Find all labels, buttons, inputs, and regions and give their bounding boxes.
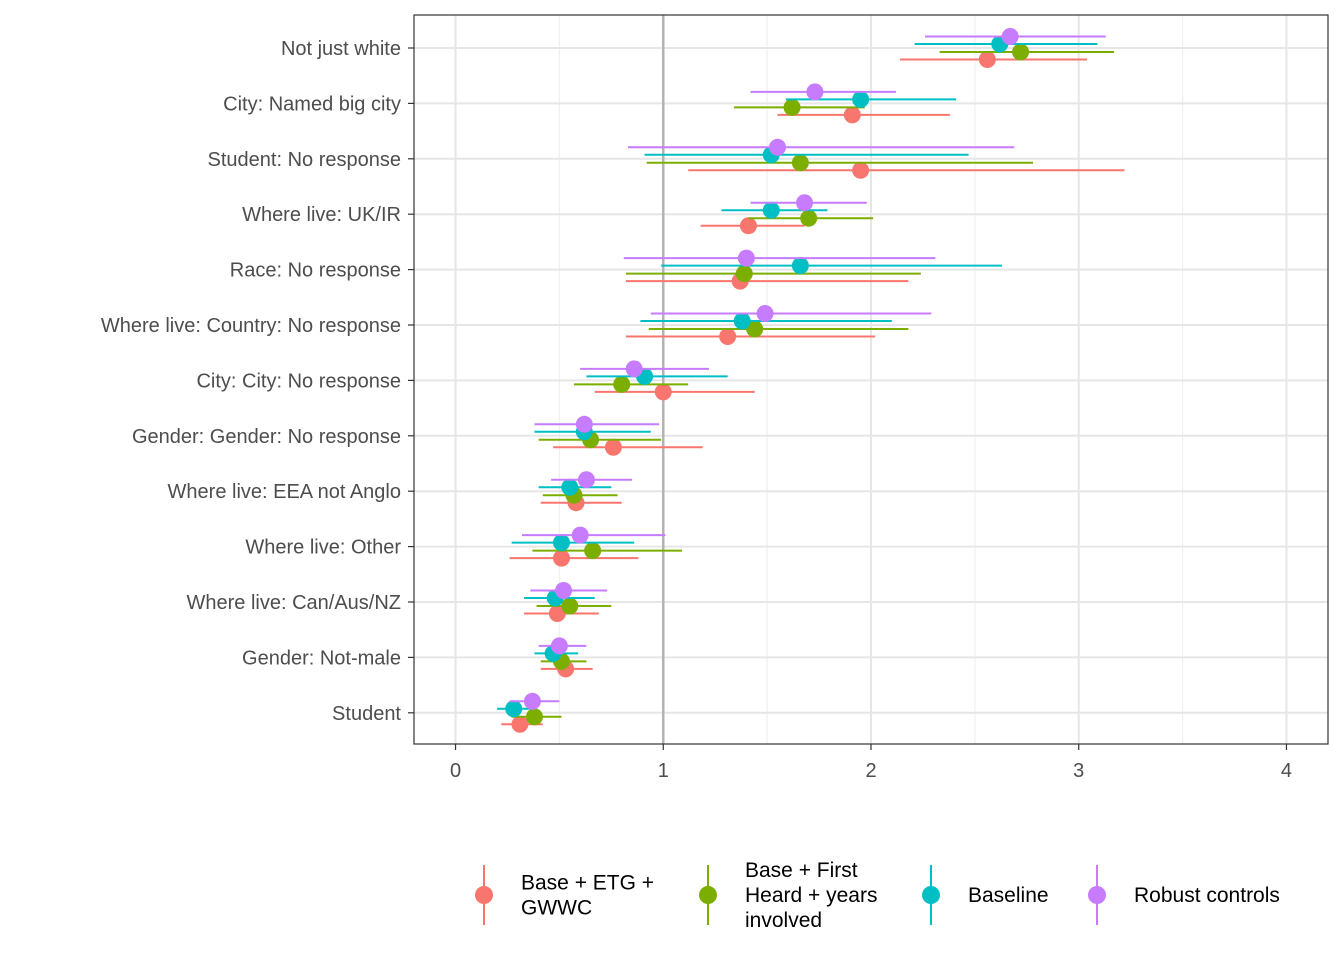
point-estimate [843, 106, 861, 124]
legend-item: Baseline [922, 865, 1049, 925]
point-estimate [806, 83, 824, 101]
y-tick-label: Where live: Can/Aus/NZ [186, 592, 401, 614]
point-estimate [523, 692, 541, 710]
point-estimate [505, 700, 523, 718]
legend-key-point [475, 886, 493, 904]
y-tick-label: Student [332, 703, 401, 725]
point-estimate [604, 438, 622, 456]
point-estimate [525, 708, 543, 726]
y-tick-label: Gender: Not-male [242, 647, 401, 669]
series-base-etg-gwwc [501, 51, 1125, 733]
point-estimate [550, 637, 568, 655]
point-estimate [552, 534, 570, 552]
y-tick-label: Where live: Other [245, 537, 401, 559]
legend-label: involved [745, 909, 822, 932]
y-tick-label: Student: No response [208, 149, 401, 171]
legend-key-point [699, 886, 717, 904]
y-tick-label: Gender: Gender: No response [132, 426, 401, 448]
point-estimate [548, 605, 566, 622]
grid-lines [414, 15, 1328, 744]
point-estimate [575, 415, 593, 433]
legend-key-point [922, 886, 940, 904]
x-tick-label: 4 [1281, 760, 1292, 782]
point-estimate [561, 597, 579, 615]
legend-label: Robust controls [1134, 884, 1280, 907]
point-estimate [1001, 28, 1019, 45]
legend-label: Heard + years [745, 884, 877, 907]
point-estimate [978, 51, 996, 68]
y-tick-label: Where live: Country: No response [101, 315, 401, 337]
series-robust-controls [509, 28, 1106, 710]
point-estimate [762, 201, 780, 219]
point-estimate [756, 305, 774, 322]
y-tick-label: Where live: EEA not Anglo [168, 481, 401, 503]
legend-item: Robust controls [1088, 865, 1280, 925]
point-estimate [719, 328, 737, 345]
point-estimate [654, 383, 672, 401]
point-estimate [577, 471, 595, 489]
legend-label: Base + ETG + [521, 872, 654, 895]
point-estimate [852, 90, 870, 108]
point-estimate [613, 375, 631, 393]
x-tick-label: 1 [658, 760, 669, 782]
point-estimate [737, 249, 755, 267]
y-tick-label: Where live: UK/IR [242, 204, 401, 226]
point-estimate [571, 526, 589, 544]
legend-label: Base + First [745, 859, 858, 882]
point-estimate [739, 217, 757, 235]
point-estimate [852, 161, 870, 179]
legend-label: GWWC [521, 897, 592, 920]
y-tick-label: City: City: No response [196, 370, 401, 392]
point-estimate [561, 478, 579, 496]
x-tick-label: 2 [865, 760, 876, 782]
point-estimate [769, 138, 787, 156]
series-marks [497, 28, 1125, 733]
point-estimate [796, 194, 814, 212]
point-estimate [746, 320, 764, 338]
point-estimate [791, 154, 809, 172]
legend-label: Baseline [968, 884, 1049, 907]
point-estimate [511, 715, 529, 733]
x-tick-label: 0 [450, 760, 461, 782]
point-estimate [552, 549, 570, 567]
point-estimate [625, 360, 643, 378]
point-estimate [783, 98, 801, 116]
y-tick-label: Race: No response [230, 260, 401, 282]
point-estimate [733, 312, 751, 330]
point-estimate [584, 542, 602, 560]
x-axis: 0 1 2 3 4 [450, 744, 1292, 782]
x-tick-label: 3 [1073, 760, 1084, 782]
y-tick-label: City: Named big city [223, 93, 401, 115]
legend-key-point [1088, 886, 1106, 904]
point-estimate [791, 257, 809, 275]
point-estimate [735, 265, 753, 283]
y-tick-label: Not just white [281, 38, 401, 60]
point-estimate [800, 209, 818, 227]
point-estimate [555, 582, 573, 599]
legend-item: Base + ETG +GWWC [475, 865, 654, 925]
y-axis: Not just white City: Named big city Studen… [101, 38, 414, 725]
point-estimate [1012, 43, 1030, 61]
